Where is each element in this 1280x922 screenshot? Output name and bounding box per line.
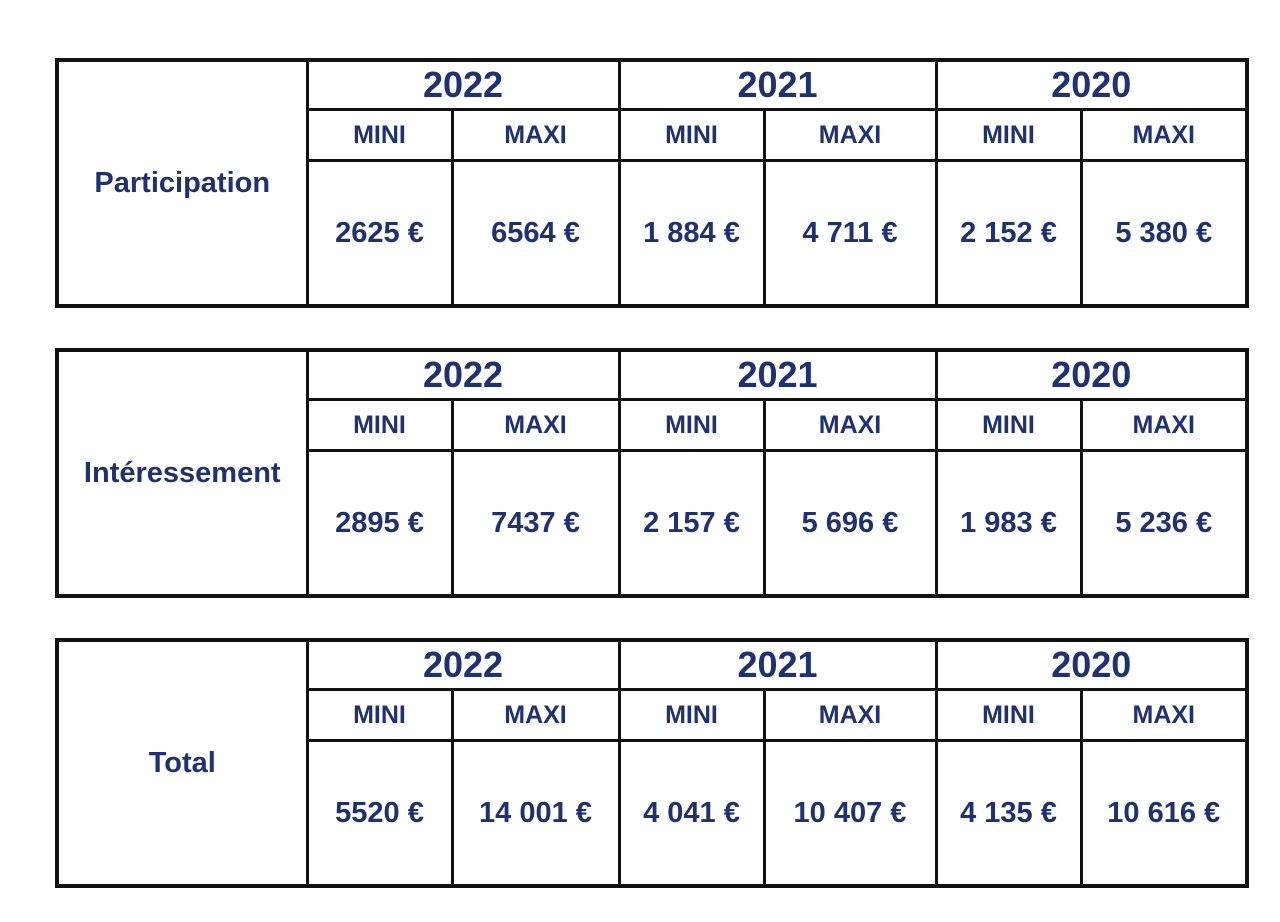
value-cell: 1 983 € <box>934 449 1083 598</box>
value-cell: 2625 € <box>305 159 454 308</box>
interessement-table: Intéressement 2022 2021 2020 MINI MAXI M… <box>55 348 1249 598</box>
mini-header: MINI <box>617 688 766 742</box>
maxi-header: MAXI <box>450 688 621 742</box>
year-header-2021: 2021 <box>617 638 938 691</box>
total-table: Total 2022 2021 2020 MINI MAXI MINI MAXI… <box>55 638 1249 888</box>
mini-header: MINI <box>305 688 454 742</box>
year-header-2022: 2022 <box>305 58 621 111</box>
value-cell: 10 407 € <box>762 739 938 888</box>
mini-header: MINI <box>934 688 1083 742</box>
value-cell: 1 884 € <box>617 159 766 308</box>
value-cell: 14 001 € <box>450 739 621 888</box>
participation-table: Participation 2022 2021 2020 MINI MAXI M… <box>55 58 1249 308</box>
maxi-header: MAXI <box>1079 398 1249 452</box>
value-cell: 6564 € <box>450 159 621 308</box>
value-cell: 2 157 € <box>617 449 766 598</box>
value-cell: 5 696 € <box>762 449 938 598</box>
year-header-2022: 2022 <box>305 348 621 401</box>
maxi-header: MAXI <box>450 398 621 452</box>
year-header-2021: 2021 <box>617 58 938 111</box>
row-label-total: Total <box>55 638 309 888</box>
year-header-2021: 2021 <box>617 348 938 401</box>
mini-header: MINI <box>934 398 1083 452</box>
value-cell: 4 135 € <box>934 739 1083 888</box>
year-header-2020: 2020 <box>934 58 1249 111</box>
mini-header: MINI <box>617 398 766 452</box>
maxi-header: MAXI <box>762 688 938 742</box>
maxi-header: MAXI <box>762 398 938 452</box>
value-cell: 4 041 € <box>617 739 766 888</box>
year-header-2022: 2022 <box>305 638 621 691</box>
year-header-2020: 2020 <box>934 638 1249 691</box>
mini-header: MINI <box>934 108 1083 162</box>
row-label-interessement: Intéressement <box>55 348 309 598</box>
row-label-participation: Participation <box>55 58 309 308</box>
value-cell: 5 236 € <box>1079 449 1249 598</box>
value-cell: 7437 € <box>450 449 621 598</box>
page-content: Participation 2022 2021 2020 MINI MAXI M… <box>55 58 1249 888</box>
mini-header: MINI <box>305 398 454 452</box>
value-cell: 10 616 € <box>1079 739 1249 888</box>
maxi-header: MAXI <box>1079 108 1249 162</box>
value-cell: 4 711 € <box>762 159 938 308</box>
maxi-header: MAXI <box>450 108 621 162</box>
maxi-header: MAXI <box>1079 688 1249 742</box>
value-cell: 2 152 € <box>934 159 1083 308</box>
maxi-header: MAXI <box>762 108 938 162</box>
year-header-2020: 2020 <box>934 348 1249 401</box>
value-cell: 5 380 € <box>1079 159 1249 308</box>
value-cell: 5520 € <box>305 739 454 888</box>
mini-header: MINI <box>617 108 766 162</box>
value-cell: 2895 € <box>305 449 454 598</box>
mini-header: MINI <box>305 108 454 162</box>
